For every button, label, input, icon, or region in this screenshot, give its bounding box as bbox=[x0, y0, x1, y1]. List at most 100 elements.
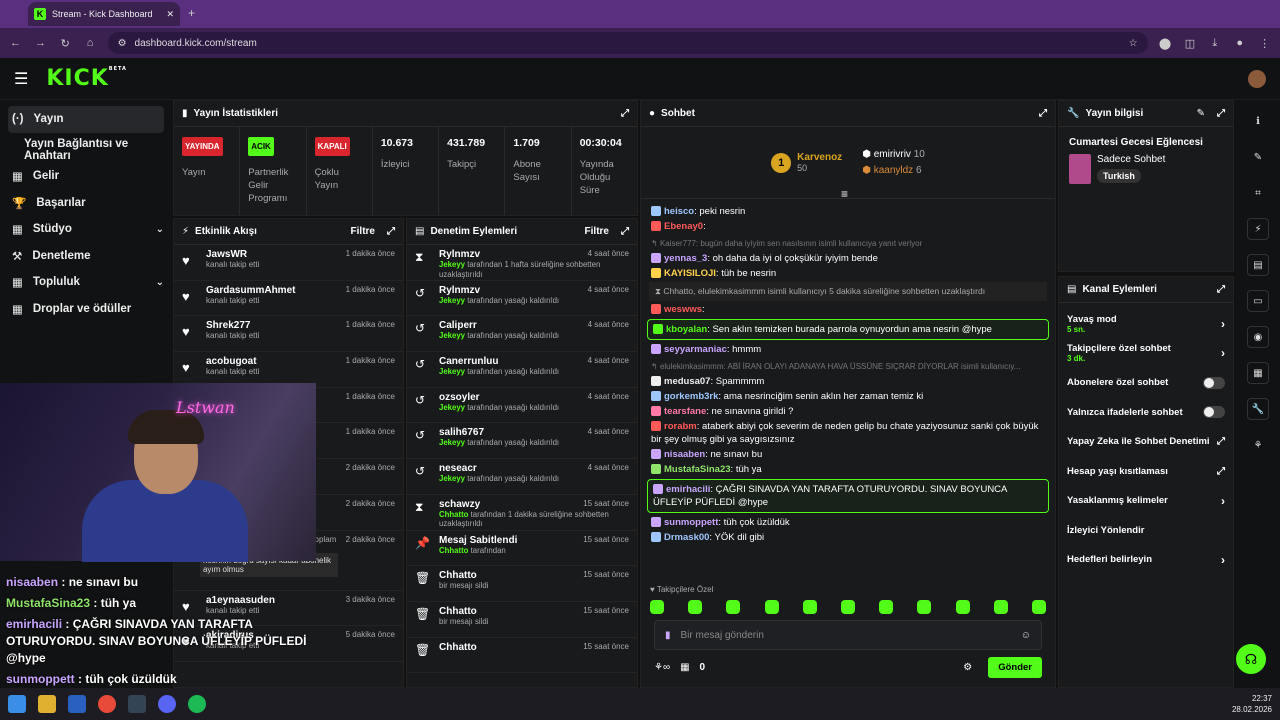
new-tab-icon[interactable]: + bbox=[188, 6, 196, 20]
emote-icon[interactable] bbox=[764, 600, 779, 614]
activity-row[interactable]: ♥ JawsWR kanalı takip etti 1 dakika önce bbox=[174, 245, 403, 281]
discord-icon[interactable] bbox=[158, 695, 176, 713]
crop-icon[interactable]: ⌗ bbox=[1255, 187, 1261, 199]
kick-logo[interactable]: KICKBETA bbox=[46, 66, 127, 91]
emote-icon[interactable] bbox=[726, 600, 741, 614]
chat-username[interactable]: emirhacili bbox=[666, 484, 711, 495]
chevron-right-icon[interactable]: › bbox=[1221, 552, 1225, 567]
document-icon[interactable]: ▤ bbox=[1247, 254, 1269, 276]
channel-action-row[interactable]: Hedefleri belirleyin › bbox=[1059, 545, 1233, 575]
emote-icon[interactable] bbox=[1031, 600, 1046, 614]
nav-item-denetleme[interactable]: ⚒ Denetleme bbox=[0, 243, 172, 270]
channel-action-row[interactable]: Takipçilere özel sohbet 3 dk. › bbox=[1059, 339, 1233, 369]
chat-message[interactable]: yennas_3: oh daha da iyi ol çokşükür iyi… bbox=[651, 252, 1045, 265]
chat-message[interactable]: rorabm: ataberk abiyi çok severim de ned… bbox=[651, 421, 1039, 445]
moderation-row[interactable]: ⧗ schawzy 15 saat önce Chhatto tarafından 1… bbox=[407, 495, 637, 531]
chat-username[interactable]: kboyalan bbox=[666, 324, 708, 335]
chat-username[interactable]: weswws bbox=[664, 304, 703, 315]
popout-icon[interactable]: ⤢ bbox=[1039, 108, 1047, 119]
channel-action-row[interactable]: Yapay Zeka ile Sohbet Denetimi ⤢ bbox=[1059, 427, 1233, 457]
download-icon[interactable]: ⤓ bbox=[1212, 36, 1218, 49]
leaderboard-second[interactable]: ⬢ emirivriv 10 bbox=[862, 147, 925, 163]
hamburger-icon[interactable]: ☰ bbox=[14, 70, 29, 88]
moderation-row[interactable]: 🗑 Chhatto 15 saat önce bir mesajı sildi bbox=[407, 566, 637, 602]
info-icon[interactable]: ℹ bbox=[1256, 115, 1260, 127]
emote-icon[interactable] bbox=[688, 600, 703, 614]
chat-username[interactable]: nisaaben bbox=[664, 449, 706, 460]
layout-icon[interactable]: ▦ bbox=[1247, 362, 1269, 384]
spotify-icon[interactable] bbox=[188, 695, 206, 713]
moderation-row[interactable]: ⧗ Rylnmzv 4 saat önce Jekeyy tarafından 1 h… bbox=[407, 245, 637, 281]
activity-row[interactable]: ♥ GardasummAhmet kanalı takip etti 1 dakika… bbox=[174, 281, 403, 317]
browser-tab[interactable]: K Stream - Kick Dashboard ✕ bbox=[28, 2, 180, 26]
moderation-row[interactable]: ↺ neseacr 4 saat önce Jekeyy tarafından yas… bbox=[407, 459, 637, 495]
chat-username[interactable]: yennas_3 bbox=[664, 253, 708, 264]
chat-message[interactable]: tearsfane: ne sınavına girildi ? bbox=[651, 405, 1045, 418]
emote-icon[interactable] bbox=[879, 600, 894, 614]
nav-item-gelir[interactable]: ▦ Gelir bbox=[0, 163, 172, 190]
nav-item-stream-key[interactable]: Yayın Bağlantısı ve Anahtarı bbox=[0, 137, 172, 164]
leaderboard-first[interactable]: 1 Karvenoz 50 bbox=[771, 152, 842, 173]
nav-item-yayin[interactable]: (·) Yayın bbox=[8, 106, 164, 133]
moderation-row[interactable]: ↺ Caliperr 4 saat önce Jekeyy tarafından ya… bbox=[407, 316, 637, 353]
channel-action-row[interactable]: Abonelere özel sohbet bbox=[1059, 368, 1233, 398]
nav-item-studyo[interactable]: ▦ Stüdyo ⌄ bbox=[0, 216, 172, 243]
activity-row[interactable]: ♥ Shrek277 kanalı takip etti 1 dakika önce bbox=[174, 316, 403, 353]
chat-username[interactable]: seyyarmaniac bbox=[664, 344, 727, 355]
external-link-icon[interactable]: ⤢ bbox=[1217, 436, 1225, 448]
chat-username[interactable]: tearsfane bbox=[664, 406, 707, 417]
toggle-switch[interactable] bbox=[1203, 376, 1225, 389]
nav-item-basarilar[interactable]: 🏆 Başarılar bbox=[0, 190, 172, 217]
forward-icon[interactable]: → bbox=[34, 37, 46, 49]
chat-username[interactable]: Drmask00 bbox=[664, 532, 710, 543]
popout-icon[interactable]: ⤢ bbox=[621, 108, 629, 119]
emote-icon[interactable] bbox=[955, 600, 970, 614]
address-bar[interactable]: ⚙ dashboard.kick.com/stream ☆ bbox=[107, 32, 1148, 54]
chat-username[interactable]: heisco bbox=[664, 206, 695, 217]
emote-icon[interactable] bbox=[840, 600, 855, 614]
moderation-row[interactable]: ↺ salih6767 4 saat önce Jekeyy tarafından y… bbox=[407, 423, 637, 460]
emoji-icon[interactable]: ☺ bbox=[1020, 629, 1031, 641]
channel-action-row[interactable]: Yalnızca ifadelerle sohbet bbox=[1059, 398, 1233, 428]
moderation-row[interactable]: 🗑 Chhatto 15 saat önce bir mesajı sildi bbox=[407, 602, 637, 638]
emote-icon[interactable] bbox=[917, 600, 932, 614]
toggle-switch[interactable] bbox=[1203, 406, 1225, 419]
nav-item-droplar[interactable]: ▦ Droplar ve ödüller bbox=[0, 296, 172, 323]
user-avatar[interactable] bbox=[1248, 69, 1266, 88]
system-clock[interactable]: 22:37 28.02.2026 bbox=[1232, 693, 1272, 715]
home-icon[interactable]: ⌂ bbox=[86, 37, 94, 49]
chat-icon[interactable]: ▭ bbox=[1247, 290, 1269, 312]
channel-action-row[interactable]: Hesap yaşı kısıtlaması ⤢ bbox=[1059, 457, 1233, 487]
chat-message[interactable]: Drmask00: YÖK dil gibi bbox=[651, 531, 1045, 544]
popout-icon[interactable]: ⤢ bbox=[1217, 284, 1225, 295]
reload-icon[interactable]: ↻ bbox=[60, 37, 70, 50]
chat-username[interactable]: medusa07 bbox=[664, 376, 711, 387]
chevron-right-icon[interactable]: › bbox=[1221, 493, 1225, 508]
chat-message[interactable]: gorkemb3rk: ama nesrinciğim senin aklın … bbox=[651, 390, 1045, 403]
chat-message[interactable]: KAYISILOJI: tüh be nesrin bbox=[651, 267, 1045, 280]
chat-username[interactable]: Ebenay0 bbox=[664, 221, 704, 232]
chat-message[interactable]: nisaaben: ne sınavı bu bbox=[651, 448, 1045, 461]
headset-help-icon[interactable]: ☊ bbox=[1236, 644, 1266, 674]
chat-input[interactable]: ▮ Bir mesaj gönderin ☺ bbox=[654, 620, 1042, 650]
broadcast-icon[interactable]: ◉ bbox=[1247, 326, 1269, 348]
chat-message[interactable]: emirhacili: ÇAĞRI SINAVDA YAN TARAFTA OT… bbox=[647, 479, 1049, 513]
chat-username[interactable]: sunmoppett bbox=[664, 517, 719, 528]
extension-icon[interactable]: ⬤ bbox=[1158, 37, 1172, 50]
chat-message[interactable]: medusa07: Spammmm bbox=[651, 375, 1045, 388]
community-icon[interactable]: ⚘ bbox=[1253, 439, 1263, 451]
bolt-icon[interactable]: ⚡ bbox=[1247, 218, 1269, 240]
chat-username[interactable]: KAYISILOJI bbox=[664, 268, 716, 279]
emote-icon[interactable] bbox=[650, 600, 664, 614]
chat-message[interactable]: MustafaSina23: tüh ya bbox=[651, 463, 1045, 476]
chat-username[interactable]: gorkemb3rk bbox=[664, 391, 719, 402]
chat-message[interactable]: seyyarmaniac: hmmm bbox=[651, 343, 1045, 356]
emote-icon[interactable] bbox=[993, 600, 1008, 614]
steam-icon[interactable] bbox=[128, 695, 146, 713]
leaderboard-third[interactable]: ⬢ kaanyldz 6 bbox=[862, 163, 925, 179]
moderation-row[interactable]: 📌 Mesaj Sabitlendi 15 saat önce Chhatto tar… bbox=[407, 531, 637, 567]
windows-start-icon[interactable] bbox=[8, 695, 26, 713]
channel-action-row[interactable]: Yasaklanmış kelimeler › bbox=[1059, 486, 1233, 516]
close-tab-icon[interactable]: ✕ bbox=[166, 8, 174, 19]
back-icon[interactable]: ← bbox=[9, 37, 21, 49]
